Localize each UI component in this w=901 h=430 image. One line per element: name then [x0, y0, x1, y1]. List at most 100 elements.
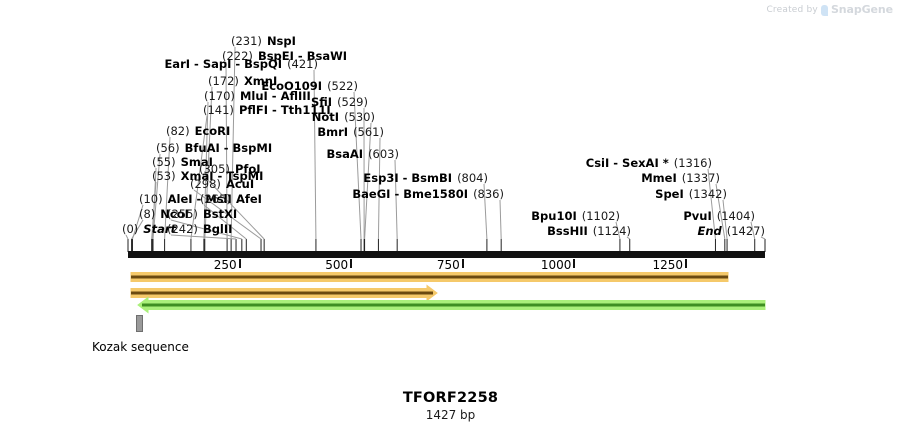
- enzyme-position: (836): [473, 187, 504, 201]
- enzyme-site-label-alei-mslI[interactable]: (10) AleI - MslI: [139, 193, 232, 206]
- enzyme-name: PflFI: [238, 103, 269, 117]
- ruler-label: 1000: [540, 258, 572, 272]
- feature-orange-band[interactable]: [130, 272, 729, 282]
- enzyme-name: NspI: [266, 34, 296, 48]
- enzyme-site-label-afei[interactable]: (265) AfeI: [200, 193, 262, 206]
- enzyme-position: (55): [152, 155, 176, 169]
- enzyme-position: (522): [327, 79, 358, 93]
- enzyme-name: MluI: [239, 89, 268, 103]
- enzyme-position: (298): [190, 177, 221, 191]
- enzyme-name: Start: [143, 222, 177, 236]
- enzyme-name: AfeI: [235, 192, 262, 206]
- enzyme-position: (53): [152, 169, 176, 183]
- enzyme-name: XmaI: [180, 169, 214, 183]
- enzyme-name: Bme1580I: [403, 187, 469, 201]
- enzyme-name: End: [697, 224, 722, 238]
- ruler-tick: [461, 259, 464, 268]
- kozak-sequence-marker[interactable]: [136, 315, 143, 332]
- enzyme-name: BsaWI: [306, 49, 348, 63]
- ruler-label: 750: [436, 258, 460, 272]
- feature-orange-arrow[interactable]: [130, 284, 438, 302]
- name-separator: -: [609, 156, 623, 170]
- enzyme-position: (0): [122, 222, 139, 236]
- enzyme-site-label-bsshii[interactable]: BssHII (1124): [547, 225, 631, 238]
- enzyme-site-label-start[interactable]: (0) Start: [122, 223, 176, 236]
- watermark-brand: SnapGene: [830, 3, 893, 16]
- enzyme-name: TspMI: [226, 169, 264, 183]
- title-block: TFORF2258 1427 bp: [0, 390, 901, 422]
- enzyme-site-label-bstxi[interactable]: (255) BstXI: [167, 208, 237, 221]
- enzyme-name: BmrI: [317, 125, 349, 139]
- enzyme-site-label-ncoi[interactable]: (8) NcoI: [139, 208, 189, 221]
- enzyme-name: PfoI: [234, 162, 261, 176]
- enzyme-position: (242): [167, 222, 198, 236]
- enzyme-position: (1102): [581, 209, 620, 223]
- enzyme-position: (305): [199, 162, 230, 176]
- enzyme-site-label-nspi[interactable]: (231) NspI: [231, 35, 296, 48]
- enzyme-position: (529): [337, 95, 368, 109]
- sequence-length: 1427 bp: [425, 408, 476, 422]
- enzyme-name: Bpu10I: [531, 209, 577, 223]
- feature-body: [130, 284, 438, 302]
- enzyme-site-label-eari-sapi-bspqi[interactable]: EarI - SapI - BspQI (421): [164, 58, 318, 71]
- enzyme-position: (603): [368, 147, 399, 161]
- enzyme-name: BspEI: [257, 49, 294, 63]
- enzyme-position: (1337): [681, 171, 720, 185]
- name-separator: -: [398, 171, 412, 185]
- enzyme-position: (222): [222, 49, 253, 63]
- enzyme-position: (1427): [726, 224, 765, 238]
- enzyme-site-label-bfuai-bspmi[interactable]: (56) BfuAI - BspMI: [156, 142, 272, 155]
- enzyme-site-label-csii-sexai[interactable]: CsiI - SexAI * (1316): [586, 157, 712, 170]
- enzyme-site-label-bsaai[interactable]: BsaAI (603): [327, 148, 400, 161]
- enzyme-site-label-end[interactable]: End (1427): [697, 225, 765, 238]
- enzyme-site-label-sfii[interactable]: SfiI (529): [311, 96, 368, 109]
- enzyme-site-label-bpu10i[interactable]: Bpu10I (1102): [531, 210, 620, 223]
- enzyme-position: (530): [344, 110, 375, 124]
- enzyme-name: AflIII: [280, 89, 311, 103]
- enzyme-site-label-bmri[interactable]: BmrI (561): [317, 126, 384, 139]
- enzyme-position: (56): [156, 141, 180, 155]
- enzyme-site-label-pflfi-tth[interactable]: (141) PflFI - Tth111I: [203, 104, 331, 117]
- enzyme-site-label-noti[interactable]: NotI (530): [312, 111, 375, 124]
- enzyme-name: BssHII: [547, 224, 588, 238]
- name-separator: -: [231, 57, 245, 71]
- ruler-tick: [350, 259, 353, 268]
- name-separator: -: [190, 57, 203, 71]
- enzyme-site-label-smai[interactable]: (55) SmaI: [152, 156, 213, 169]
- snapgene-logo-icon: [820, 5, 828, 16]
- enzyme-site-label-acui[interactable]: (298) AcuI: [190, 178, 254, 191]
- enzyme-site-label-pvui[interactable]: PvuI (1404): [683, 210, 755, 223]
- enzyme-site-label-ecori[interactable]: (82) EcoRI: [166, 125, 230, 138]
- enzyme-site-label-bglii[interactable]: (242) BglII: [167, 223, 232, 236]
- feature-green-arrow[interactable]: [137, 296, 766, 314]
- feature-body: [130, 272, 729, 282]
- enzyme-site-label-mmei[interactable]: MmeI (1337): [641, 172, 720, 185]
- enzyme-site-label-xmai-tspmi[interactable]: (53) XmaI - TspMI: [152, 170, 263, 183]
- ruler-tick: [573, 259, 576, 268]
- enzyme-site-label-pfoi[interactable]: (305) PfoI: [199, 163, 261, 176]
- enzyme-name: BaeGI: [352, 187, 391, 201]
- enzyme-name: EcoRI: [194, 124, 231, 138]
- enzyme-name: BstXI: [202, 207, 238, 221]
- enzyme-site-label-xmni[interactable]: (172) XmnI: [208, 75, 277, 88]
- enzyme-name: EarI: [164, 57, 191, 71]
- enzyme-position: (1342): [688, 187, 727, 201]
- enzyme-site-label-esp3i-bsmbi[interactable]: Esp3I - BsmBI (804): [363, 172, 488, 185]
- enzyme-name: NotI: [311, 110, 340, 124]
- enzyme-position: (804): [457, 171, 488, 185]
- enzyme-name: MslI: [205, 192, 232, 206]
- enzyme-position: (561): [353, 125, 384, 139]
- name-separator: -: [390, 187, 404, 201]
- name-separator: -: [293, 49, 307, 63]
- enzyme-site-label-baegi-bme[interactable]: BaeGI - Bme1580I (836): [352, 188, 504, 201]
- enzyme-site-label-ecoo109i[interactable]: EcoO109I (522): [261, 80, 358, 93]
- enzyme-site-label-bspei-bsawi[interactable]: (222) BspEI - BsaWI: [222, 50, 347, 63]
- enzyme-position: (170): [204, 89, 235, 103]
- enzyme-site-label-mlui-aflii[interactable]: (170) MluI - AflIII: [204, 90, 311, 103]
- enzyme-position: (1124): [592, 224, 631, 238]
- enzyme-name: Esp3I: [363, 171, 399, 185]
- enzyme-name: BsaAI: [326, 147, 364, 161]
- leader-line: [499, 199, 502, 240]
- enzyme-site-label-spei[interactable]: SpeI (1342): [655, 188, 727, 201]
